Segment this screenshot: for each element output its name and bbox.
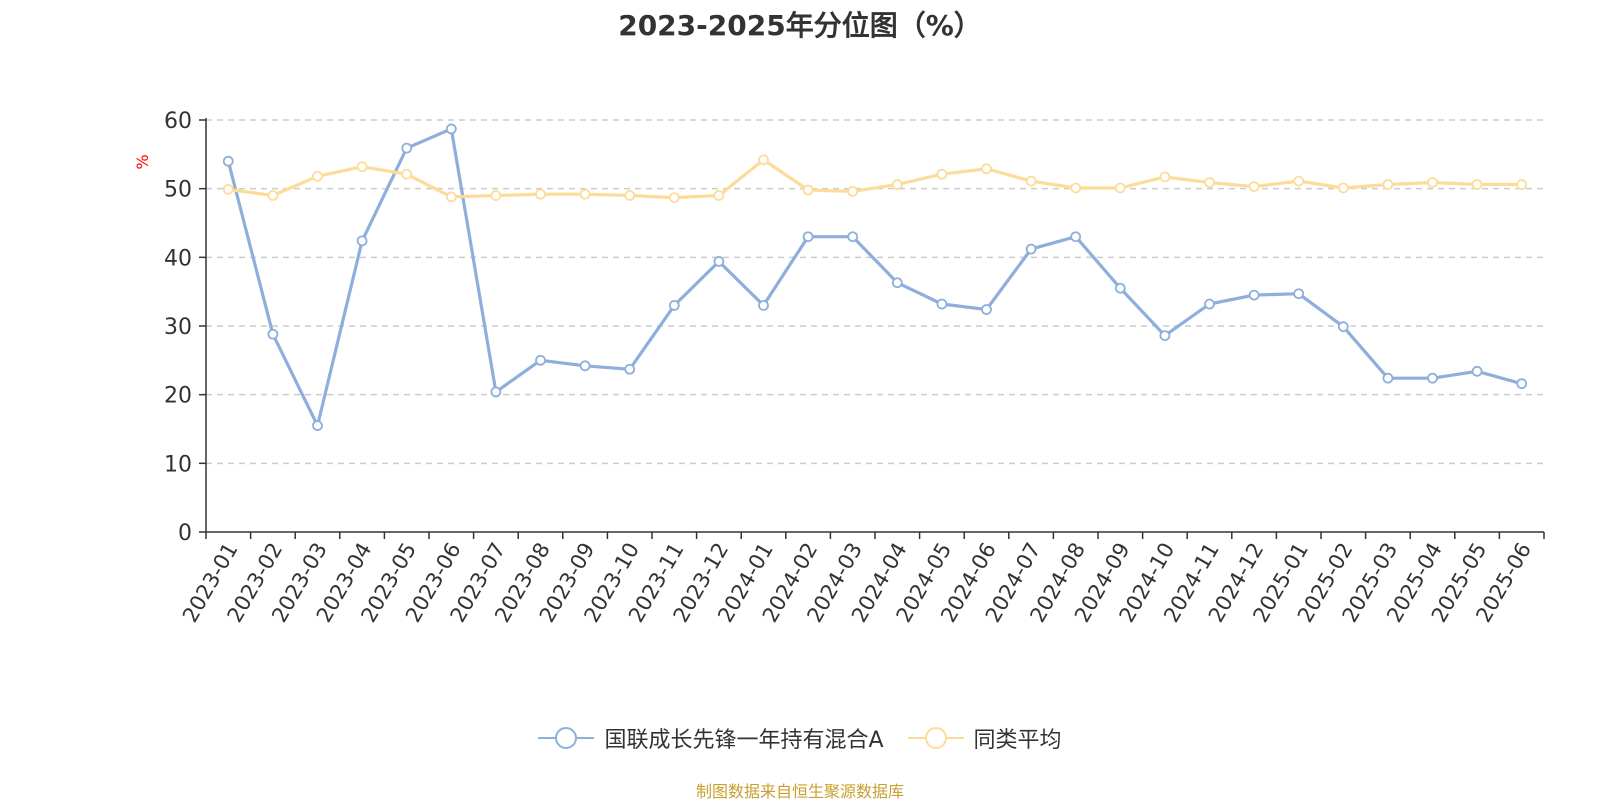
data-point-peer-average (1025, 175, 1037, 187)
data-point-peer-average (222, 183, 234, 195)
y-tick-label: 30 (164, 315, 192, 340)
data-point-fund (668, 299, 680, 311)
legend-label-peer-average: 同类平均 (973, 728, 1062, 753)
data-point-peer-average (1159, 171, 1171, 183)
data-point-peer-average (401, 168, 413, 180)
data-point-fund (891, 277, 903, 289)
data-point-peer-average (1204, 177, 1215, 188)
data-point-peer-average (535, 188, 546, 200)
legend-marker-peer-average (907, 727, 964, 749)
y-tick-label: 0 (178, 521, 192, 546)
data-point-fund (1471, 365, 1483, 377)
data-point-fund (624, 363, 636, 375)
data-point-fund (490, 386, 502, 398)
series-fund (222, 123, 1528, 431)
data-point-peer-average (847, 186, 859, 197)
data-point-peer-average (267, 190, 279, 201)
data-point-fund (847, 231, 859, 243)
data-source-note: 制图数据来自恒生聚源数据库 (695, 782, 904, 801)
data-point-fund (1382, 372, 1394, 384)
data-point-fund (1427, 372, 1438, 384)
y-axis-label: % (133, 154, 152, 169)
data-point-fund (1025, 243, 1037, 255)
data-point-peer-average (802, 184, 814, 196)
data-point-fund (267, 328, 279, 340)
data-point-peer-average (668, 192, 680, 203)
data-point-peer-average (1427, 177, 1438, 188)
data-point-peer-average (356, 161, 368, 173)
series-peer-average (222, 154, 1528, 203)
data-point-peer-average (1248, 181, 1260, 193)
data-point-peer-average (758, 154, 769, 166)
data-point-fund (1248, 289, 1260, 301)
grid-lines (206, 119, 1544, 465)
data-point-fund (802, 231, 814, 243)
data-point-fund (1293, 288, 1305, 300)
data-point-fund (936, 298, 948, 310)
y-tick-label: 40 (164, 246, 192, 271)
data-point-peer-average (891, 179, 903, 190)
series-line-peer-average (228, 158, 1522, 200)
data-point-fund (713, 256, 725, 267)
data-point-peer-average (1293, 175, 1305, 187)
chart-title: 2023-2025年分位图（%） (618, 9, 982, 42)
data-point-fund (1337, 321, 1349, 333)
data-point-fund (312, 420, 323, 431)
data-point-fund (445, 123, 457, 135)
series-lines (222, 123, 1528, 431)
data-point-fund (981, 304, 992, 315)
data-point-fund (1159, 330, 1171, 342)
data-point-fund (579, 360, 591, 372)
data-point-peer-average (981, 163, 992, 175)
legend-item-fund[interactable]: 国联成长先锋一年持有混合A (538, 722, 884, 754)
data-point-peer-average (713, 190, 725, 201)
data-point-peer-average (445, 191, 457, 203)
y-tick-label: 60 (164, 109, 192, 134)
y-tick-label: 10 (164, 452, 192, 477)
data-point-fund (401, 142, 413, 154)
data-point-fund (535, 354, 546, 366)
data-point-fund (356, 235, 368, 247)
legend-marker-fund (538, 727, 595, 749)
data-point-peer-average (312, 170, 323, 182)
data-point-fund (222, 155, 234, 167)
y-tick-label: 20 (164, 384, 192, 409)
data-point-peer-average (1114, 182, 1126, 194)
data-point-fund (1114, 282, 1126, 294)
data-point-peer-average (1471, 179, 1483, 190)
data-point-peer-average (1382, 179, 1394, 190)
data-point-peer-average (579, 188, 591, 200)
data-point-peer-average (1337, 182, 1349, 194)
data-point-fund (1516, 378, 1528, 390)
data-point-peer-average (1070, 182, 1082, 194)
series-line-fund (226, 127, 1523, 428)
data-point-peer-average (490, 190, 502, 201)
data-point-fund (1070, 231, 1082, 243)
data-point-fund (1204, 298, 1215, 310)
legend: 国联成长先锋一年持有混合A 同类平均 (0, 722, 1600, 754)
legend-item-peer-average[interactable]: 同类平均 (907, 722, 1062, 754)
legend-label-fund: 国联成长先锋一年持有混合A (604, 728, 884, 753)
data-point-fund (758, 299, 769, 311)
data-point-peer-average (624, 190, 636, 201)
y-tick-label: 50 (164, 178, 192, 203)
data-point-peer-average (1516, 179, 1528, 190)
data-point-peer-average (936, 168, 948, 180)
